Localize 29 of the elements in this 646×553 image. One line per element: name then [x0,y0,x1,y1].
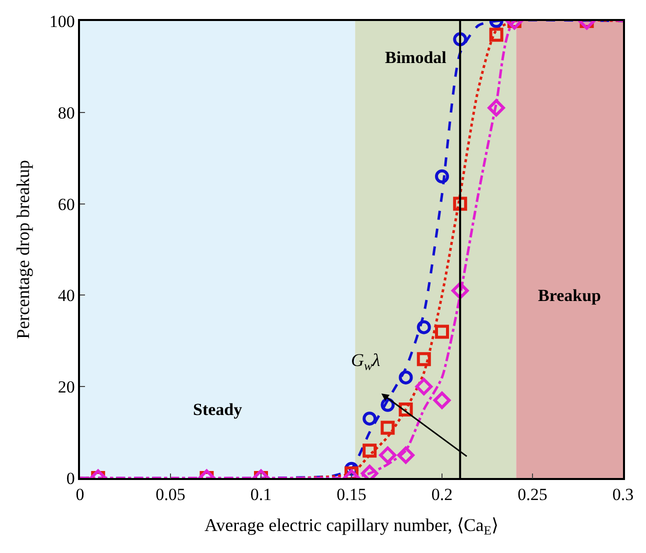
point [362,444,377,458]
x-tick-label: 0.25 [518,485,548,504]
y-tick-label: 100 [49,12,75,31]
band-label: Breakup [538,286,601,305]
y-tick-label: 40 [58,286,75,306]
x-tick-label: 0.2 [431,485,453,504]
x-tick-label: 0.05 [156,485,186,504]
point [380,420,395,435]
point [416,352,431,366]
y-tick-label: 80 [58,103,75,122]
point [362,412,377,426]
point [435,324,449,339]
x-axis-title: Average electric capillary number, ⟨Ca$_{E}$⟩ [204,514,499,538]
point [415,378,433,396]
point [397,446,414,464]
annotation: G$_{w}$λ [351,350,380,373]
band-label: Bimodal [385,48,447,67]
y-tick-label: 20 [58,378,75,397]
y-axis-title: Percentage drop breakup [13,160,34,339]
band-label: Steady [193,400,243,419]
point [433,392,451,409]
y-tick-label: 60 [58,194,75,214]
x-tick-label: 0.15 [336,485,366,504]
x-tick-label: 0.1 [250,485,272,504]
point [379,446,396,464]
point [398,370,413,384]
x-tick-label: 0.3 [612,485,634,504]
point [416,320,431,334]
y-tick-label: 0 [66,468,75,488]
